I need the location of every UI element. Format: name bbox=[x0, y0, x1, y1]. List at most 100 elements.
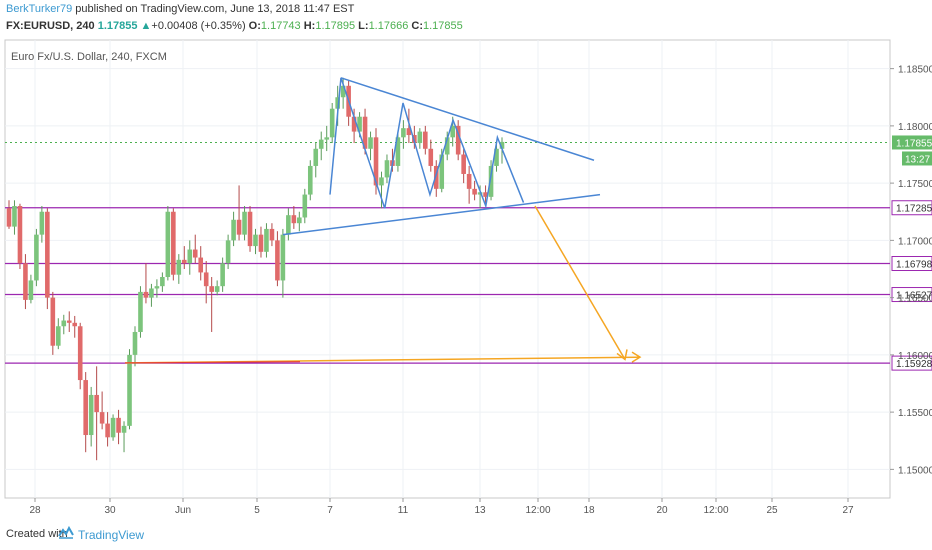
x-tick-label-11: 25 bbox=[766, 505, 778, 516]
price-chart[interactable]: 1.17285 1.16798 1.16527 1.15928 1.17855 13:27… bbox=[0, 38, 932, 518]
candle-body-86 bbox=[477, 192, 483, 195]
y-tick-label-4: 1.17000 bbox=[898, 236, 932, 247]
candle-16 bbox=[94, 366, 99, 461]
candle-50 bbox=[280, 228, 286, 298]
candle-45 bbox=[253, 228, 258, 255]
candle-body-30 bbox=[171, 211, 176, 275]
candle-83 bbox=[461, 148, 466, 184]
candle-57 bbox=[318, 131, 324, 161]
level-label-1: 1.16798 bbox=[896, 260, 932, 271]
candle-body-7 bbox=[45, 211, 50, 298]
candle-body-77 bbox=[428, 148, 434, 166]
low-label: L: bbox=[358, 20, 369, 32]
candle-76 bbox=[423, 125, 428, 155]
x-tick-label-12: 27 bbox=[842, 505, 854, 516]
candle-body-47 bbox=[264, 228, 269, 252]
candle-23 bbox=[132, 326, 138, 367]
last-price: 1.17855 bbox=[97, 20, 138, 32]
candle-body-60 bbox=[335, 97, 340, 109]
candle-52 bbox=[291, 206, 297, 229]
candle-body-58 bbox=[324, 137, 330, 140]
candle-28 bbox=[160, 272, 165, 292]
candle-0 bbox=[6, 200, 12, 229]
candle-body-69 bbox=[384, 160, 390, 178]
upper-trendline bbox=[340, 77, 595, 161]
candle-11 bbox=[66, 311, 72, 332]
candle-body-31 bbox=[176, 259, 182, 275]
candle-44 bbox=[247, 206, 253, 252]
candle-7 bbox=[45, 208, 50, 310]
close-label: C: bbox=[411, 20, 423, 32]
x-tick-label-3: 5 bbox=[254, 505, 260, 516]
author-link[interactable]: BerkTurker79 bbox=[6, 3, 73, 15]
candle-12 bbox=[72, 315, 78, 338]
candle-84 bbox=[466, 165, 472, 204]
candle-75 bbox=[417, 128, 423, 149]
chart-title: Euro Fx/U.S. Dollar, 240, FXCM bbox=[11, 51, 167, 63]
candle-body-38 bbox=[214, 286, 220, 292]
zigzag-pattern-line bbox=[329, 77, 525, 209]
candle-body-11 bbox=[66, 320, 72, 323]
candle-body-80 bbox=[444, 137, 450, 155]
plot-area[interactable] bbox=[4, 39, 891, 499]
candle-31 bbox=[176, 254, 182, 284]
candle-body-68 bbox=[379, 177, 384, 186]
candle-body-0 bbox=[6, 208, 12, 227]
candle-40 bbox=[225, 234, 231, 269]
y-tick-label-0: 1.15000 bbox=[898, 465, 932, 476]
candle-30 bbox=[171, 208, 176, 281]
x-tick-label-7: 12:00 bbox=[525, 505, 550, 516]
candle-43 bbox=[242, 206, 247, 241]
candle-body-32 bbox=[181, 259, 187, 264]
candle-body-40 bbox=[225, 240, 231, 264]
level-label-2: 1.16527 bbox=[896, 291, 932, 302]
candle-body-41 bbox=[231, 219, 236, 241]
price-axis[interactable]: 1.15000 1.15500 1.16000 1.16500 1.17000 1.175… bbox=[890, 65, 932, 477]
candle-54 bbox=[302, 188, 308, 224]
candle-body-44 bbox=[247, 211, 253, 247]
candle-25 bbox=[143, 263, 149, 304]
countdown-label: 13:27 bbox=[905, 154, 930, 165]
candle-56 bbox=[313, 143, 319, 178]
up-arrow-icon: ▲ bbox=[140, 20, 152, 32]
open-value: 1.17743 bbox=[260, 20, 301, 32]
low-value: 1.17666 bbox=[368, 20, 409, 32]
trend-drawings bbox=[124, 77, 642, 364]
candle-73 bbox=[406, 108, 412, 144]
candle-80 bbox=[444, 131, 450, 161]
candle-14 bbox=[83, 372, 88, 453]
candle-body-43 bbox=[242, 211, 247, 235]
candle-9 bbox=[56, 318, 61, 350]
tradingview-brand[interactable]: TradingView bbox=[78, 528, 145, 542]
current-price-box bbox=[892, 135, 932, 150]
candle-body-12 bbox=[72, 322, 78, 327]
candle-46 bbox=[258, 226, 264, 258]
candle-2 bbox=[17, 203, 23, 269]
candle-body-53 bbox=[297, 217, 302, 224]
candle-59 bbox=[329, 102, 335, 144]
candle-27 bbox=[154, 279, 160, 298]
candle-66 bbox=[368, 131, 373, 161]
candle-body-50 bbox=[280, 234, 286, 281]
candle-body-22 bbox=[127, 354, 132, 426]
candle-29 bbox=[165, 206, 171, 281]
candle-body-82 bbox=[455, 125, 461, 155]
candle-body-88 bbox=[488, 165, 494, 197]
candle-body-4 bbox=[28, 280, 34, 300]
close-value: 1.17855 bbox=[423, 20, 463, 32]
time-axis[interactable]: 28 30 Jun 5 7 11 13 12:00 18 20 12:00 25 27 bbox=[29, 498, 854, 516]
candle-82 bbox=[455, 120, 461, 161]
candle-body-67 bbox=[373, 137, 379, 186]
candle-body-57 bbox=[318, 139, 324, 149]
candle-body-84 bbox=[466, 173, 472, 189]
candle-body-49 bbox=[275, 240, 280, 281]
candle-body-24 bbox=[138, 291, 143, 332]
y-tick-label-5: 1.17500 bbox=[898, 179, 932, 190]
candle-85 bbox=[472, 180, 477, 201]
candle-87 bbox=[483, 185, 488, 204]
candle-body-66 bbox=[368, 137, 373, 149]
candle-20 bbox=[116, 409, 121, 445]
y-tick-label-3: 1.16500 bbox=[898, 294, 932, 305]
candle-33 bbox=[187, 240, 193, 275]
candle-26 bbox=[149, 283, 154, 307]
